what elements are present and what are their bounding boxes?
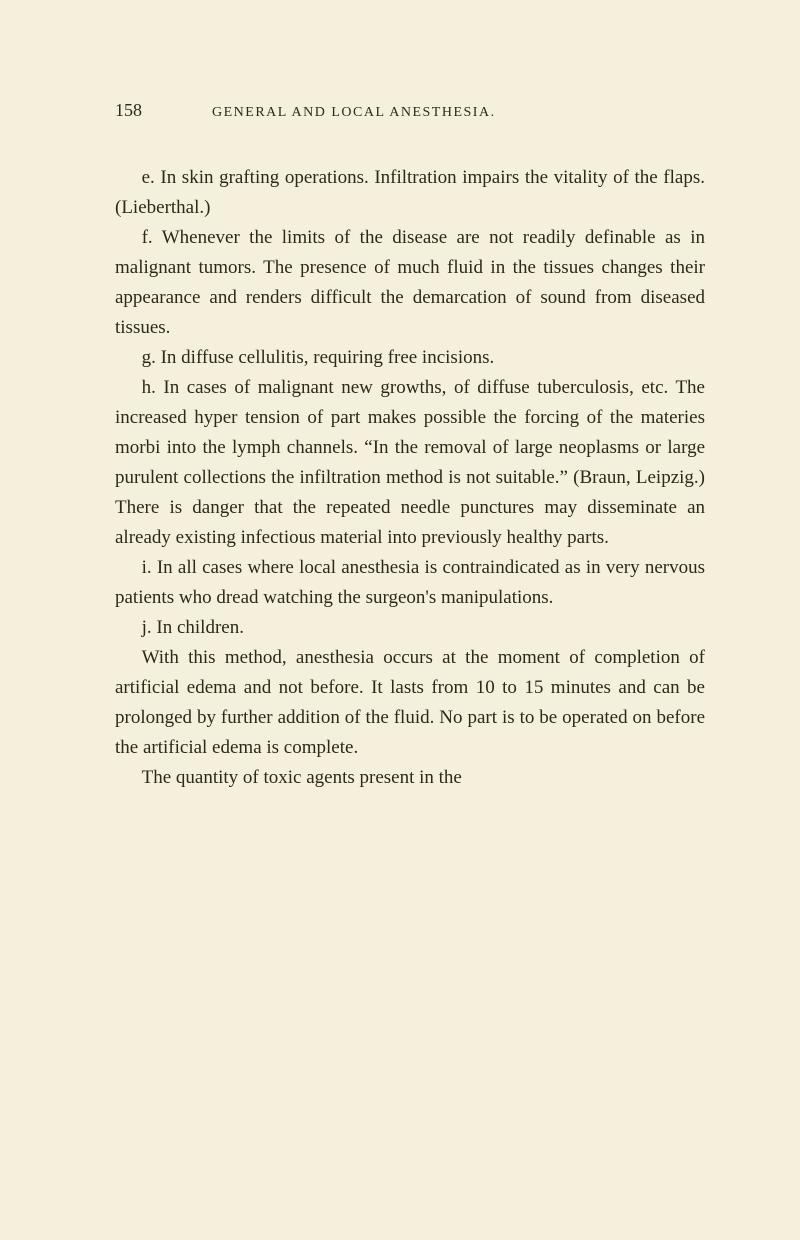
page-header: 158 GENERAL AND LOCAL ANESTHESIA.	[115, 100, 705, 121]
paragraph-h: h. In cases of malignant new growths, of…	[115, 373, 705, 553]
body-text: e. In skin grafting operations. Infiltra…	[115, 163, 705, 793]
page-number: 158	[115, 100, 142, 121]
paragraph-method: With this method, anesthesia occurs at t…	[115, 643, 705, 763]
paragraph-j: j. In children.	[115, 613, 705, 643]
paragraph-i: i. In all cases where local anesthesia i…	[115, 553, 705, 613]
paragraph-e: e. In skin grafting operations. Infiltra…	[115, 163, 705, 223]
paragraph-f: f. Whenever the limits of the disease ar…	[115, 223, 705, 343]
paragraph-g: g. In diffuse cellulitis, requiring free…	[115, 343, 705, 373]
running-title: GENERAL AND LOCAL ANESTHESIA.	[212, 105, 496, 121]
paragraph-quantity: The quantity of toxic agents present in …	[115, 763, 705, 793]
page-container: 158 GENERAL AND LOCAL ANESTHESIA. e. In …	[0, 0, 800, 1240]
